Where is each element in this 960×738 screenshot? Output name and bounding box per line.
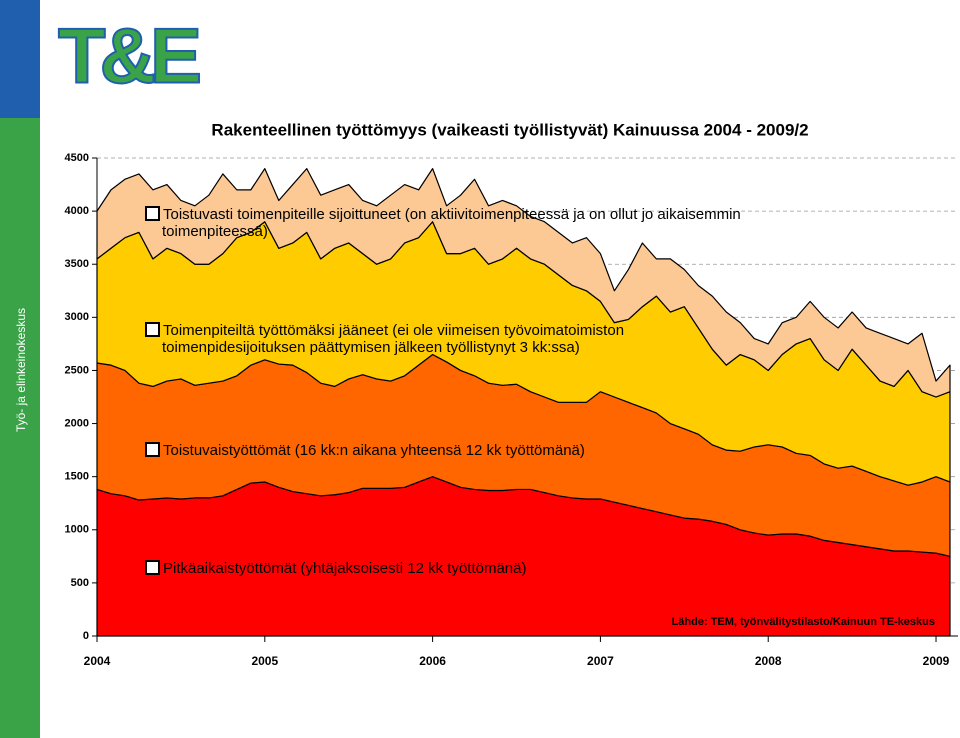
- area: [96, 168, 951, 398]
- legend-label: Toistuvasti toimenpiteille sijoittuneet …: [162, 206, 741, 240]
- legend-label: Toistuvaistyöttömät (16 kk:n aikana yhte…: [163, 442, 585, 459]
- y-tick-label: 4500: [65, 152, 89, 164]
- x-tick-label: 2007: [587, 654, 614, 668]
- y-tick-label: 1000: [65, 524, 89, 536]
- x-tick-label: 2008: [755, 654, 782, 668]
- sidebar-top: [0, 0, 40, 118]
- sidebar-band: [0, 100, 40, 118]
- y-tick-label: 4000: [65, 205, 89, 217]
- source: Lähde: TEM, työnvälitystilasto/Kainuun T…: [672, 616, 935, 628]
- y-tick-label: 2500: [65, 364, 89, 376]
- y-tick-label: 3000: [65, 311, 89, 323]
- legend-label: Pitkäaikaistyöttömät (yhtäjaksoisesti 12…: [163, 560, 527, 577]
- legend-entry: Pitkäaikaistyöttömät (yhtäjaksoisesti 12…: [145, 560, 862, 577]
- x-tick-label: 2005: [251, 654, 278, 668]
- x-tick-label: 2009: [923, 654, 950, 668]
- plot: 0 500 1000 1500 2000 2500 3000 3500 4000 4500 2004…: [65, 152, 958, 668]
- logo: T&E: [58, 12, 199, 100]
- legend-entry: Toistuvasti toimenpiteille sijoittuneet …: [145, 206, 762, 240]
- y-tick-label: 500: [71, 577, 89, 589]
- sidebar: [0, 100, 40, 738]
- chart-title: Rakenteellinen työttömyys (vaikeasti työ…: [211, 120, 808, 139]
- legend-entry: Toistuvaistyöttömät (16 kk:n aikana yhte…: [145, 442, 862, 459]
- y-tick-label: 1500: [65, 471, 89, 483]
- legend-label: Toimenpiteiltä työttömäksi jääneet (ei o…: [162, 322, 625, 356]
- x-tick-label: 2004: [84, 654, 111, 668]
- y-tick-label: 0: [83, 630, 89, 642]
- y-tick-label: 3500: [65, 258, 89, 270]
- x-tick-label: 2006: [419, 654, 446, 668]
- legend-entry: Toimenpiteiltä työttömäksi jääneet (ei o…: [145, 322, 747, 356]
- sidebar-text: Työ- ja elinkeinokeskus: [14, 308, 28, 432]
- y-tick-label: 2000: [65, 417, 89, 429]
